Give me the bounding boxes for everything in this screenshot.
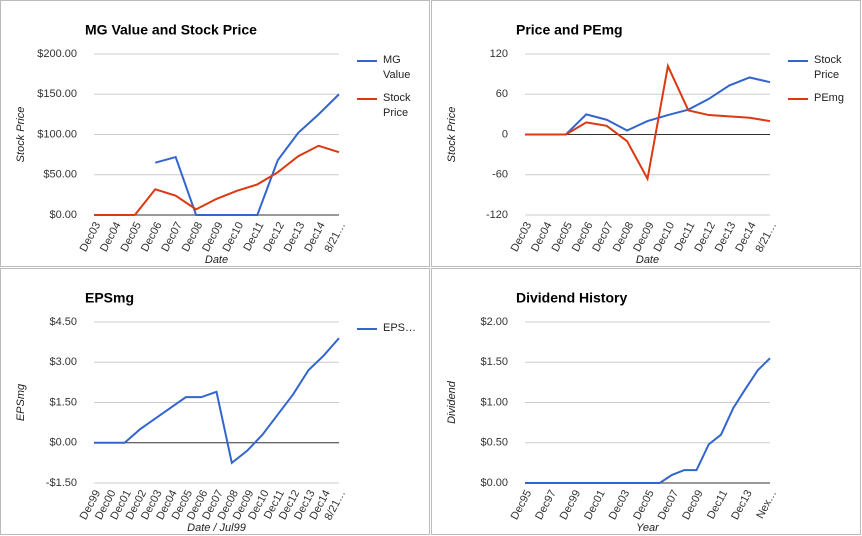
series-line xyxy=(94,144,340,216)
x-tick-label: Nex… xyxy=(754,488,779,521)
x-tick-label: Dec03 xyxy=(607,488,633,522)
y-tick-label: $1.50 xyxy=(49,396,77,408)
legend: EPS… xyxy=(357,321,423,344)
y-tick-label: $0.50 xyxy=(480,437,508,449)
legend-swatch xyxy=(357,60,377,62)
y-tick-label: $150.00 xyxy=(37,88,77,100)
chart-panel: Price and PEmg -120 -60 0 60 120 Dec03 Dec04 Dec… xyxy=(431,0,861,267)
x-axis-title: Year xyxy=(636,522,660,534)
x-axis-title: Date / Jul99 xyxy=(187,522,246,534)
chart-panel: MG Value and Stock Price $0.00 $50.00 $100.… xyxy=(0,0,430,267)
x-tick-label: Dec99 xyxy=(558,488,584,522)
legend-label: Stock Price xyxy=(383,92,411,119)
chart-title: MG Value and Stock Price xyxy=(85,22,257,38)
chart: Price and PEmg-120-60060120Dec03Dec04Dec… xyxy=(446,22,779,266)
legend-label: Stock Price xyxy=(814,54,842,81)
chart-panel: EPSmg -$1.50 $0.00 $1.50 $3.00 $4.50 Dec99 Dec0… xyxy=(0,268,430,535)
y-tick-label: $0.00 xyxy=(480,477,508,489)
x-tick-label: Dec07 xyxy=(656,488,682,522)
legend: Stock Price PEmg xyxy=(788,53,854,114)
legend: MG Value Stock Price xyxy=(357,53,423,129)
x-tick-label: Dec95 xyxy=(509,488,535,522)
y-axis-title: EPSmg xyxy=(15,383,27,421)
y-tick-label: $1.00 xyxy=(480,396,508,408)
series-line xyxy=(94,337,340,465)
series-line xyxy=(525,76,771,136)
legend-item: PEmg xyxy=(788,91,854,106)
y-tick-label: $4.50 xyxy=(49,316,77,328)
x-axis-title: Date xyxy=(205,254,228,266)
chart: EPSmg-$1.50$0.00$1.50$3.00$4.50Dec99Dec0… xyxy=(15,290,348,534)
y-tick-label: -$1.50 xyxy=(46,477,77,489)
y-tick-label: 60 xyxy=(496,88,508,100)
chart-panel: Dividend History $0.00 $0.50 $1.00 $1.50 $2.0… xyxy=(431,268,861,535)
x-tick-label: Dec13 xyxy=(729,488,755,522)
x-tick-label: Dec11 xyxy=(705,488,730,521)
y-tick-label: $2.00 xyxy=(480,316,508,328)
y-tick-label: $3.00 xyxy=(49,356,77,368)
y-tick-label: $0.00 xyxy=(49,437,77,449)
y-tick-label: $200.00 xyxy=(37,48,77,60)
series-line xyxy=(154,93,340,216)
legend-swatch xyxy=(788,98,808,100)
legend-swatch xyxy=(357,328,377,330)
y-axis-title: Dividend xyxy=(446,380,458,424)
y-tick-label: $100.00 xyxy=(37,128,77,140)
chart-title: Dividend History xyxy=(516,290,627,306)
series-line xyxy=(525,357,771,484)
legend-item: Stock Price xyxy=(357,91,423,121)
y-axis-title: Stock Price xyxy=(446,107,458,163)
legend-label: PEmg xyxy=(814,92,844,104)
chart-title: EPSmg xyxy=(85,290,134,306)
chart: MG Value and Stock Price $0.00 $50.00 $100.… xyxy=(15,22,348,266)
x-tick-label: Dec97 xyxy=(533,488,559,522)
y-tick-label: -60 xyxy=(492,169,508,181)
x-axis-title: Date xyxy=(636,254,659,266)
y-tick-label: -120 xyxy=(486,209,508,221)
legend-item: EPS… xyxy=(357,321,423,336)
legend-swatch xyxy=(788,60,808,62)
legend-item: Stock Price xyxy=(788,53,854,83)
y-tick-label: 120 xyxy=(490,48,508,60)
legend-label: EPS… xyxy=(383,322,417,334)
y-tick-label: $1.50 xyxy=(480,356,508,368)
y-tick-label: $50.00 xyxy=(43,169,77,181)
y-tick-label: 0 xyxy=(502,128,508,140)
chart: Dividend History $0.00 $0.50 $1.00 $1.50 $2.0… xyxy=(446,290,779,534)
series-line xyxy=(525,62,771,182)
legend-swatch xyxy=(357,98,377,100)
y-axis-title: Stock Price xyxy=(15,107,27,163)
x-tick-label: Dec09 xyxy=(680,488,706,522)
legend-item: MG Value xyxy=(357,53,423,83)
chart-title: Price and PEmg xyxy=(516,22,623,38)
x-tick-label: Dec05 xyxy=(631,488,657,522)
x-tick-label: Dec01 xyxy=(582,488,608,522)
legend-label: MG Value xyxy=(383,54,411,81)
y-tick-label: $0.00 xyxy=(49,209,77,221)
